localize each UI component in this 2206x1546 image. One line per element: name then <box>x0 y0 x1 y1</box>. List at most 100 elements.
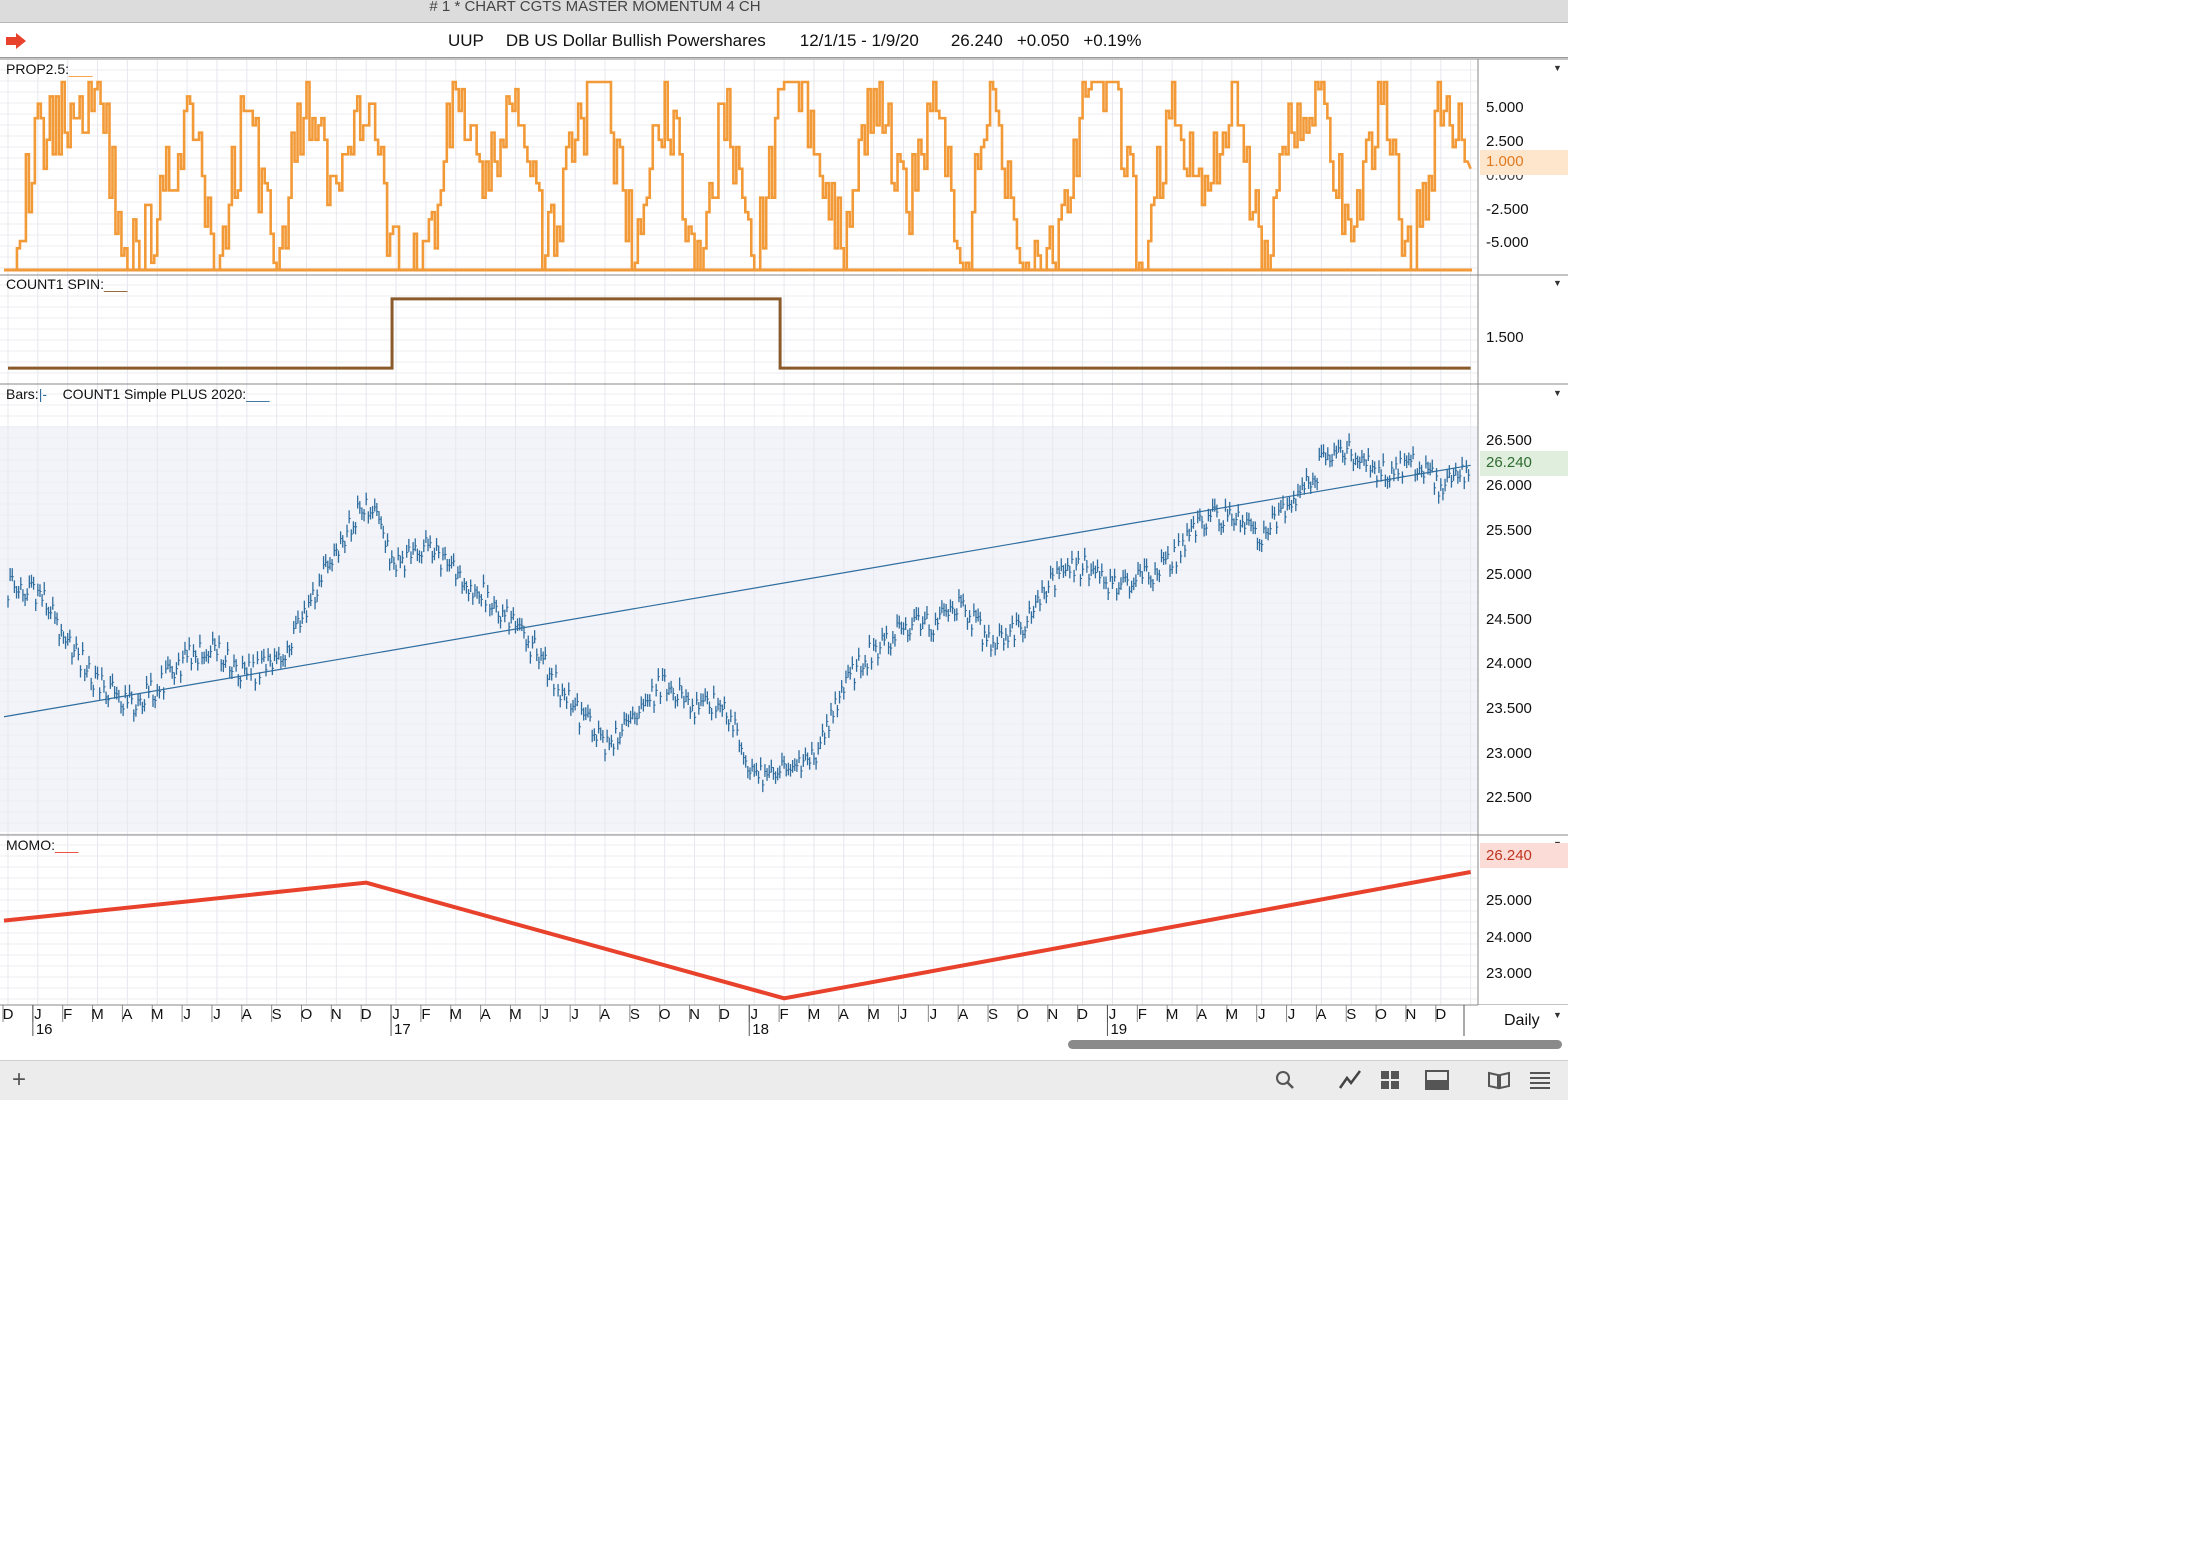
chart-header: UUP DB US Dollar Bullish Powershares 12/1/… <box>0 23 1568 58</box>
x-month-label: S <box>1346 1006 1356 1023</box>
window-titlebar: # 1 * CHART CGTS MASTER MOMENTUM 4 CH <box>0 0 1568 23</box>
x-month-label: D <box>3 1006 14 1023</box>
x-month-label: O <box>1375 1006 1387 1023</box>
x-year-label: 19 <box>1110 1021 1127 1038</box>
x-month-label: J <box>900 1006 908 1023</box>
x-month-label: S <box>630 1006 640 1023</box>
x-month-label: A <box>600 1006 610 1023</box>
prop-panel-menu-icon[interactable]: ▼ <box>1553 63 1562 73</box>
price-tick-label: 24.000 <box>1486 655 1532 672</box>
x-month-label: N <box>331 1006 342 1023</box>
list-menu-icon[interactable] <box>1529 1071 1551 1089</box>
price-current-tag: 26.240 <box>1480 451 1568 476</box>
x-month-label: D <box>1435 1006 1446 1023</box>
price-tick-label: 26.500 <box>1486 432 1532 449</box>
x-month-label: S <box>988 1006 998 1023</box>
momo-current-tag: 26.240 <box>1480 843 1568 868</box>
x-month-label: O <box>301 1006 313 1023</box>
window-title: # 1 * CHART CGTS MASTER MOMENTUM 4 CH <box>429 0 761 15</box>
price-bars <box>7 433 1471 793</box>
x-month-label: N <box>1406 1006 1417 1023</box>
x-year-label: 18 <box>752 1021 769 1038</box>
prop-current-tag: 1.000 <box>1480 150 1568 175</box>
search-icon[interactable] <box>1275 1070 1295 1090</box>
x-month-label: J <box>392 1006 400 1023</box>
x-month-label: F <box>63 1006 72 1023</box>
prop-tick-label: -5.000 <box>1486 234 1529 251</box>
x-month-label: J <box>1288 1006 1296 1023</box>
price-change-pct: +0.19% <box>1083 31 1142 50</box>
chart-area[interactable]: D J F M A M J J A S O N D J F M A M J J A S O N D J F M A M J J A S O N D J F M… <box>0 0 1568 1060</box>
price-panel-menu-icon[interactable]: ▼ <box>1553 388 1562 398</box>
momo-series-line <box>3 870 1472 1001</box>
x-month-label: J <box>930 1006 938 1023</box>
price-plot-background <box>0 426 1478 832</box>
x-month-label: M <box>151 1006 164 1023</box>
date-range: 12/1/15 - 1/9/20 <box>799 31 919 50</box>
x-month-label: A <box>839 1006 849 1023</box>
symbol: UUP <box>448 31 484 50</box>
x-month-label: J <box>1109 1006 1117 1023</box>
book-icon[interactable] <box>1487 1070 1511 1090</box>
x-month-label: A <box>1316 1006 1326 1023</box>
x-month-label: J <box>34 1006 42 1023</box>
x-month-label: M <box>509 1006 522 1023</box>
price-tick-label: 26.000 <box>1486 477 1532 494</box>
bottom-toolbar <box>0 1060 1568 1100</box>
x-month-label: M <box>1166 1006 1179 1023</box>
x-month-label: A <box>122 1006 132 1023</box>
x-month-label: J <box>1258 1006 1266 1023</box>
x-month-label: A <box>958 1006 968 1023</box>
x-month-label: J <box>213 1006 221 1023</box>
price-tick-label: 25.000 <box>1486 566 1532 583</box>
x-month-label: N <box>689 1006 700 1023</box>
x-month-label: F <box>1138 1006 1147 1023</box>
x-month-label: F <box>421 1006 430 1023</box>
momo-tick-label: 23.000 <box>1486 965 1532 982</box>
window-layout-icon[interactable] <box>1425 1070 1449 1090</box>
prop-panel-label: PROP2.5:___ <box>6 61 93 77</box>
momo-tick-label: 24.000 <box>1486 929 1532 946</box>
price-tick-label: 23.500 <box>1486 700 1532 717</box>
x-month-label: F <box>780 1006 789 1023</box>
series-layer <box>3 80 1472 1001</box>
prop-series-line <box>8 80 1472 272</box>
spin-panel-menu-icon[interactable]: ▼ <box>1553 278 1562 288</box>
momo-panel-label: MOMO:___ <box>6 837 79 853</box>
x-month-label: O <box>1017 1006 1029 1023</box>
x-month-label: J <box>542 1006 550 1023</box>
x-month-label: O <box>659 1006 671 1023</box>
chart-line-icon[interactable] <box>1338 1068 1362 1092</box>
x-year-label: 17 <box>394 1021 411 1038</box>
x-month-label: M <box>91 1006 104 1023</box>
x-month-label: J <box>571 1006 579 1023</box>
prop-tick-label: 2.500 <box>1486 133 1524 150</box>
x-month-label: D <box>1077 1006 1088 1023</box>
price-panel-label: Bars:|- COUNT1 Simple PLUS 2020:___ <box>6 386 270 402</box>
grid-layout-icon[interactable] <box>1380 1070 1400 1090</box>
x-month-label: M <box>450 1006 463 1023</box>
x-month-label: A <box>1197 1006 1207 1023</box>
x-month-label: M <box>808 1006 821 1023</box>
x-month-label: M <box>867 1006 880 1023</box>
price-tick-label: 22.500 <box>1486 789 1532 806</box>
x-month-label: J <box>183 1006 191 1023</box>
momo-tick-label: 25.000 <box>1486 892 1532 909</box>
period-menu-icon[interactable]: ▼ <box>1553 1010 1562 1020</box>
x-axis-background <box>0 1005 1568 1040</box>
price-tick-label: 23.000 <box>1486 745 1532 762</box>
x-month-label: J <box>751 1006 759 1023</box>
x-month-label: N <box>1047 1006 1058 1023</box>
x-month-label: A <box>481 1006 491 1023</box>
price-trend-line <box>3 464 1471 718</box>
period-label[interactable]: Daily <box>1504 1012 1540 1029</box>
price-tick-label: 24.500 <box>1486 611 1532 628</box>
x-year-label: 16 <box>36 1021 53 1038</box>
price-tick-label: 25.500 <box>1486 522 1532 539</box>
prop-tick-label: -2.500 <box>1486 201 1529 218</box>
red-arrow-right-icon[interactable] <box>6 33 28 49</box>
add-icon[interactable]: + <box>12 1066 27 1093</box>
horizontal-scrollbar[interactable] <box>1068 1040 1562 1049</box>
spin-tick-label: 1.500 <box>1486 329 1524 346</box>
